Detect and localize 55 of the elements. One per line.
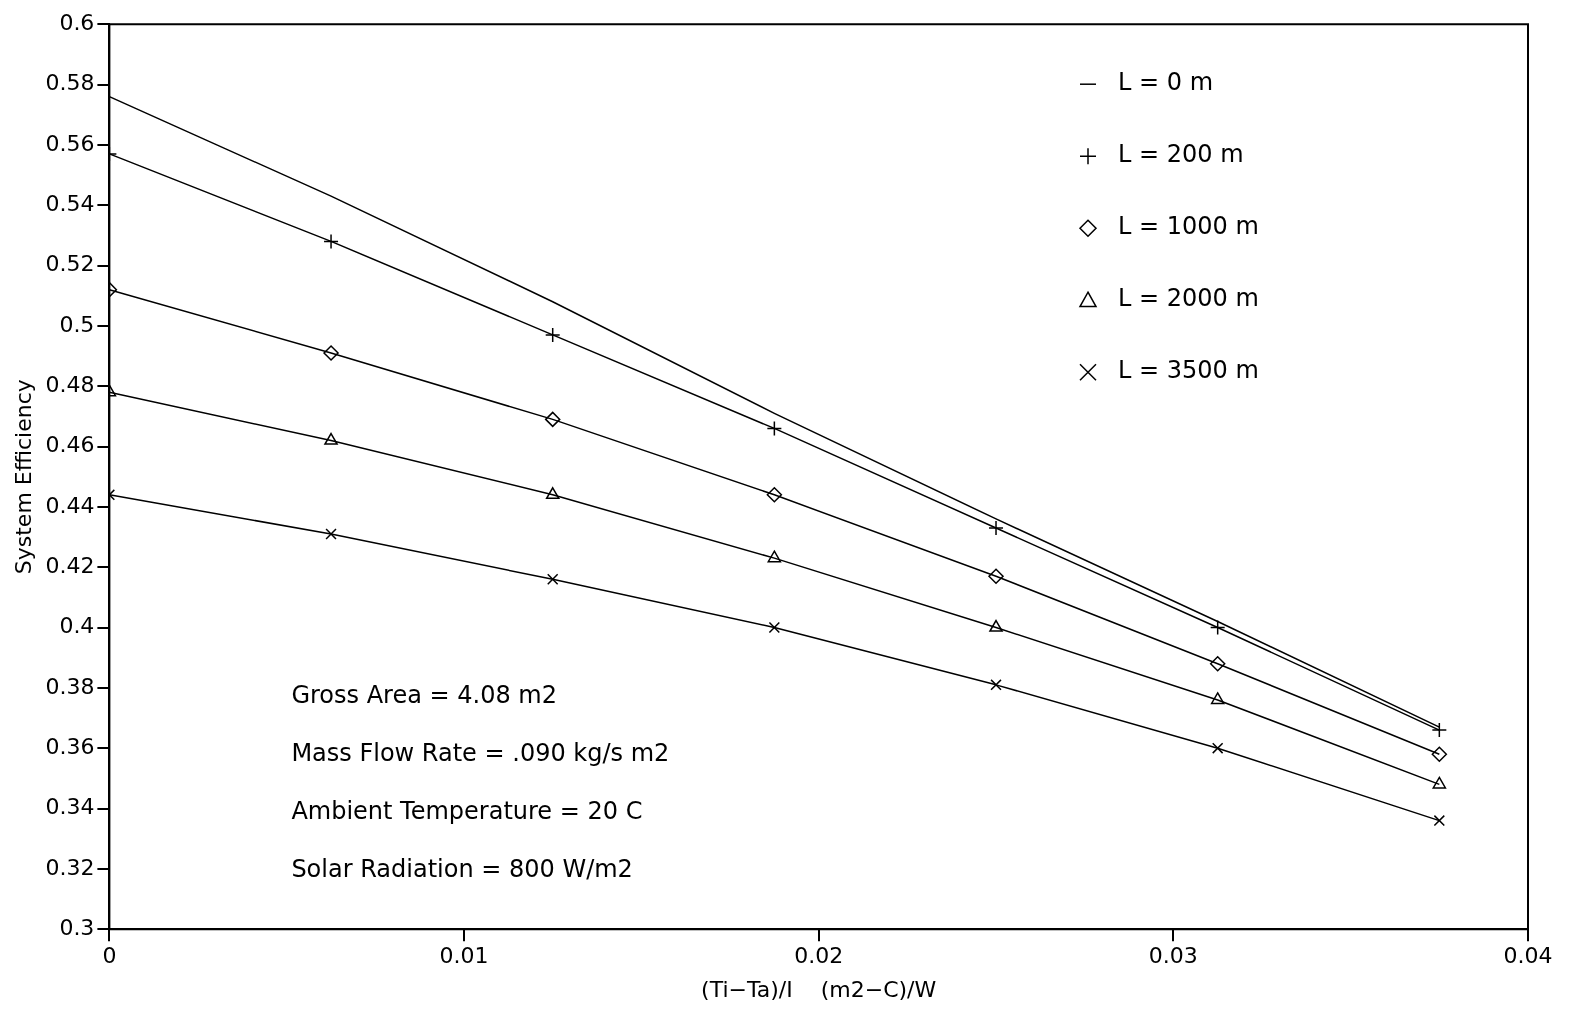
y-axis-title: System Efficiency	[10, 379, 36, 575]
y-tick-label: 0.36	[45, 733, 95, 759]
point	[1210, 692, 1225, 705]
point	[768, 621, 781, 634]
y-tick-label: 0.56	[45, 130, 95, 156]
x-tick-label: 0.01	[439, 943, 489, 969]
y-tick-label: 0.42	[45, 552, 95, 578]
point	[1431, 746, 1448, 762]
y-tick-label: 0.32	[45, 854, 95, 880]
point	[547, 573, 559, 585]
point	[988, 568, 1004, 584]
y-tick-label: 0.48	[45, 371, 95, 397]
x-tick-label: 0	[102, 943, 117, 969]
point	[324, 432, 338, 445]
y-tick-label: 0.46	[45, 432, 95, 458]
point	[1209, 655, 1226, 672]
point	[1211, 742, 1224, 754]
y-tick-label: 0.5	[59, 311, 95, 337]
point	[544, 411, 561, 428]
point	[323, 345, 339, 361]
annotation: Mass Flow Rate = .090 kg/s m2	[291, 739, 670, 768]
legend-label: L = 1000 m	[1118, 212, 1259, 241]
point	[323, 233, 339, 250]
y-tick-label: 0.54	[45, 190, 95, 216]
annotation: Solar Radiation = 800 W/m2	[291, 855, 633, 884]
x-tick-label: 0.03	[1148, 943, 1198, 969]
x-axis-title: (Ti−Ta)/I (m2−C)/W	[701, 976, 937, 1002]
y-tick-label: 0.3	[59, 914, 95, 940]
y-tick-label: 0.34	[45, 794, 95, 820]
point	[325, 528, 337, 540]
x-tick-label: 0.02	[794, 943, 844, 969]
point	[766, 420, 783, 437]
legend-label: L = 2000 m	[1118, 284, 1259, 313]
point	[767, 550, 782, 563]
point	[545, 487, 560, 500]
y-tick-label: 0.38	[45, 673, 95, 699]
annotation: Gross Area = 4.08 m2	[291, 681, 557, 710]
annotation: Ambient Temperature = 20 C	[291, 797, 643, 826]
y-tick-label: 0.44	[45, 492, 95, 518]
x-tick-label: 0.04	[1503, 943, 1553, 969]
point	[990, 679, 1002, 691]
y-tick-label: 0.6	[59, 9, 95, 35]
y-tick-label: 0.52	[45, 251, 95, 277]
y-tick-label: 0.58	[45, 70, 95, 96]
legend-label: L = 0 m	[1118, 68, 1214, 97]
legend-label: L = 200 m	[1118, 140, 1244, 169]
legend-label: L = 3500 m	[1118, 356, 1259, 385]
point	[1433, 814, 1446, 827]
y-tick-label: 0.4	[59, 613, 95, 639]
point	[989, 619, 1003, 632]
point	[1432, 776, 1447, 789]
point	[544, 327, 561, 343]
point	[1431, 722, 1448, 738]
point	[766, 487, 783, 503]
point	[1209, 619, 1226, 636]
